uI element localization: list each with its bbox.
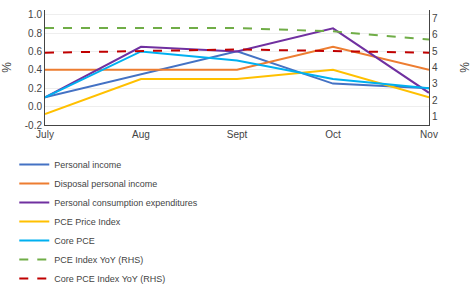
svg-text:%: % <box>0 62 14 73</box>
svg-text:PCE Index YoY (RHS): PCE Index YoY (RHS) <box>54 255 143 265</box>
svg-text:Core PCE: Core PCE <box>54 236 95 246</box>
svg-text:0.2: 0.2 <box>28 83 42 94</box>
svg-text:PCE Price Index: PCE Price Index <box>54 217 121 227</box>
svg-text:Nov: Nov <box>420 129 438 140</box>
svg-text:2: 2 <box>432 95 438 106</box>
svg-text:Personal consumption expenditu: Personal consumption expenditures <box>54 198 198 208</box>
svg-text:1: 1 <box>432 111 438 122</box>
svg-text:Core PCE Index YoY (RHS): Core PCE Index YoY (RHS) <box>54 274 165 284</box>
svg-text:Disposal personal income: Disposal personal income <box>54 179 157 189</box>
svg-text:Personal income: Personal income <box>54 160 121 170</box>
svg-text:July: July <box>36 129 54 140</box>
svg-text:-0.2: -0.2 <box>25 120 43 131</box>
svg-text:7: 7 <box>432 13 438 24</box>
svg-text:1.0: 1.0 <box>28 9 42 20</box>
svg-text:%: % <box>458 62 472 73</box>
svg-text:Sept: Sept <box>227 129 248 140</box>
svg-text:0.4: 0.4 <box>28 64 42 75</box>
svg-text:0.8: 0.8 <box>28 28 42 39</box>
svg-text:3: 3 <box>432 78 438 89</box>
svg-text:6: 6 <box>432 29 438 40</box>
svg-text:Aug: Aug <box>132 129 150 140</box>
svg-text:0.0: 0.0 <box>28 101 42 112</box>
svg-text:4: 4 <box>432 62 438 73</box>
svg-text:Oct: Oct <box>325 129 341 140</box>
svg-text:5: 5 <box>432 46 438 57</box>
svg-text:0.6: 0.6 <box>28 46 42 57</box>
